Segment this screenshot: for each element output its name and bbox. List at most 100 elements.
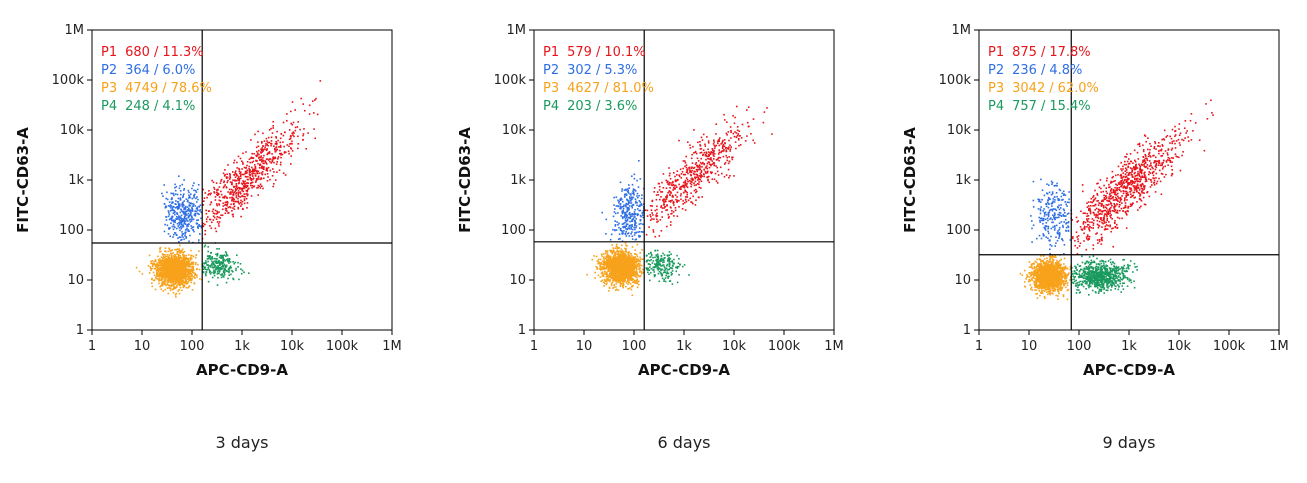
event-point-p1 (265, 169, 268, 171)
event-point-p3 (177, 266, 180, 269)
event-point-p3 (154, 259, 157, 261)
event-point-p1 (710, 172, 713, 175)
event-point-p1 (242, 152, 244, 155)
event-point-p3 (189, 277, 191, 279)
event-point-p1 (698, 186, 701, 189)
event-point-p3 (181, 249, 183, 252)
event-point-p2 (619, 203, 621, 206)
event-point-p1 (239, 196, 241, 198)
event-point-p3 (624, 247, 626, 250)
event-point-p4 (211, 256, 213, 259)
event-point-p3 (159, 267, 161, 269)
event-point-p3 (637, 280, 640, 283)
event-point-p2 (187, 216, 190, 219)
event-point-p3 (170, 278, 173, 280)
event-point-p1 (257, 162, 259, 165)
event-point-p1 (226, 210, 228, 212)
event-point-p1 (687, 141, 689, 143)
event-point-p2 (182, 201, 184, 204)
event-point-p1 (695, 173, 698, 176)
event-point-p2 (196, 188, 199, 191)
event-point-p2 (187, 229, 189, 231)
event-point-p1 (689, 174, 692, 176)
event-point-p3 (614, 289, 617, 291)
event-point-p2 (629, 211, 631, 214)
event-point-p1 (249, 161, 251, 164)
event-point-p3 (601, 263, 604, 266)
event-point-p1 (246, 169, 249, 171)
event-point-p1 (266, 148, 268, 150)
event-point-p1 (651, 200, 653, 203)
event-point-p1 (246, 178, 249, 181)
event-point-p1 (263, 148, 266, 151)
event-point-p3 (159, 271, 161, 274)
event-point-p1 (232, 192, 235, 194)
event-point-p2 (183, 220, 186, 223)
event-point-p1 (255, 178, 258, 180)
event-point-p2 (623, 230, 625, 232)
event-point-p1 (674, 175, 676, 178)
event-point-p1 (703, 163, 705, 165)
event-point-p1 (218, 186, 221, 188)
event-point-p1 (705, 165, 708, 168)
event-point-p4 (227, 277, 229, 280)
event-point-p4 (227, 268, 230, 270)
event-point-p3 (180, 269, 182, 272)
event-point-p1 (707, 157, 709, 160)
event-point-p1 (673, 204, 675, 206)
event-point-p3 (623, 255, 625, 257)
event-point-p1 (699, 152, 702, 154)
event-point-p2 (621, 198, 623, 201)
event-point-p1 (679, 186, 682, 188)
event-point-p3 (166, 259, 168, 262)
event-point-p1 (700, 187, 702, 189)
event-point-p1 (267, 176, 269, 178)
event-point-p2 (179, 203, 181, 205)
event-point-p4 (213, 272, 215, 275)
event-point-p1 (294, 109, 296, 111)
event-point-p2 (179, 220, 181, 222)
event-point-p3 (608, 275, 610, 277)
event-point-p2 (191, 206, 193, 209)
event-point-p1 (268, 129, 271, 131)
event-point-p1 (256, 150, 258, 153)
event-point-p1 (205, 218, 208, 220)
event-point-p3 (161, 253, 164, 255)
event-point-p1 (728, 146, 730, 148)
event-point-p3 (166, 287, 169, 289)
event-point-p3 (163, 276, 165, 279)
event-point-p1 (224, 169, 226, 171)
event-point-p1 (312, 100, 314, 102)
event-point-p1 (696, 168, 698, 171)
event-point-p1 (283, 145, 285, 148)
event-point-p3 (627, 283, 629, 285)
event-point-p2 (166, 224, 169, 227)
event-point-p1 (718, 144, 721, 147)
event-point-p1 (208, 190, 210, 192)
event-point-p2 (168, 228, 170, 230)
event-point-p1 (683, 185, 685, 187)
event-point-p2 (634, 216, 636, 218)
event-point-p2 (171, 202, 173, 205)
event-point-p1 (202, 222, 205, 225)
event-point-p3 (591, 258, 594, 261)
event-point-p3 (184, 258, 186, 261)
event-point-p3 (619, 285, 622, 288)
event-point-p1 (207, 216, 209, 218)
event-point-p4 (224, 266, 227, 269)
event-point-p1 (659, 198, 661, 201)
event-point-p1 (223, 197, 225, 199)
event-point-p1 (224, 212, 227, 215)
legend-population-count: 364 (125, 63, 150, 78)
event-point-p3 (171, 249, 173, 251)
event-point-p4 (222, 270, 225, 272)
event-point-p1 (691, 201, 693, 204)
event-point-p2 (623, 216, 626, 218)
event-point-p1 (656, 215, 659, 217)
event-point-p3 (173, 268, 176, 271)
event-point-p3 (166, 283, 169, 286)
event-point-p1 (680, 177, 683, 179)
event-point-p1 (290, 147, 292, 149)
event-point-p2 (184, 218, 187, 220)
event-point-p3 (155, 270, 158, 272)
